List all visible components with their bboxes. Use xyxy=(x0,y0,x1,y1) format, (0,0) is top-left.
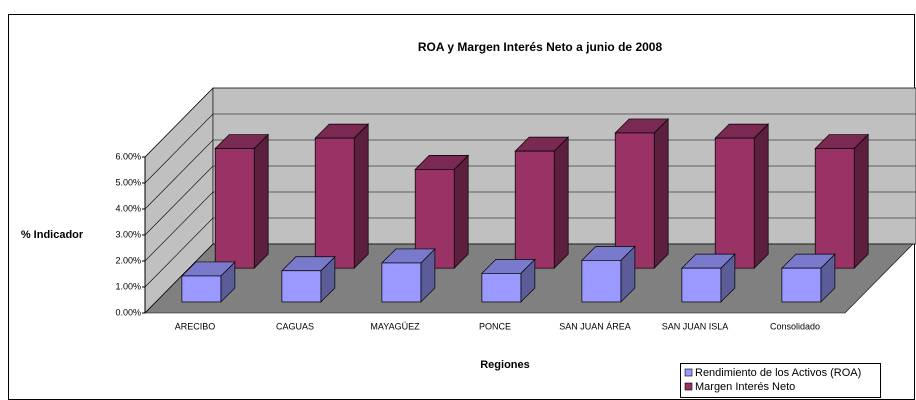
bar xyxy=(214,148,255,269)
grid-line xyxy=(144,165,916,236)
bar xyxy=(381,262,422,303)
legend xyxy=(680,363,881,398)
legend-swatch xyxy=(684,382,693,391)
y-axis-label: % Indicador xyxy=(21,229,84,241)
bar-side xyxy=(853,133,869,269)
grid-line xyxy=(144,113,916,184)
grid-line xyxy=(144,191,916,262)
chart-title: ROA y Margen Interés Neto a junio de 200… xyxy=(418,40,663,54)
bar xyxy=(681,267,722,303)
grid-line xyxy=(144,243,916,314)
bar xyxy=(314,137,355,269)
x-tick-label: SAN JUAN ISLA xyxy=(662,321,729,331)
bar xyxy=(281,270,322,303)
bar-side xyxy=(453,154,469,269)
legend-label: Rendimiento de los Activos (ROA) xyxy=(695,367,861,379)
y-tick-label: 5.00% xyxy=(115,177,141,187)
bar xyxy=(614,132,655,269)
y-tick-label: 4.00% xyxy=(115,203,141,213)
bar xyxy=(181,275,222,303)
bar xyxy=(714,137,755,269)
x-tick-label: PONCE xyxy=(479,321,511,331)
bar-side xyxy=(653,118,669,269)
y-tick-label: 1.00% xyxy=(115,281,141,291)
legend-label: Margen Interés Neto xyxy=(695,381,795,393)
bar xyxy=(481,273,522,303)
grid-line xyxy=(144,139,916,210)
y-tick-label: 6.00% xyxy=(115,151,141,161)
y-tick-label: 2.00% xyxy=(115,255,141,265)
bar xyxy=(781,267,822,303)
bar-side xyxy=(253,133,269,269)
x-tick-label: ARECIBO xyxy=(175,321,216,331)
x-tick-label: MAYAGÜEZ xyxy=(370,321,420,331)
bar xyxy=(814,148,855,269)
bar-side xyxy=(553,136,569,269)
bar-side xyxy=(753,123,769,269)
bar xyxy=(514,150,555,269)
x-tick-label: SAN JUAN ÁREA xyxy=(559,321,631,331)
bar-side xyxy=(353,123,369,269)
x-tick-label: CAGUAS xyxy=(276,321,314,331)
x-axis-label: Regiones xyxy=(480,359,530,371)
legend-swatch xyxy=(684,368,693,377)
y-tick-label: 3.00% xyxy=(115,229,141,239)
grid-line xyxy=(144,217,916,288)
grid-line xyxy=(144,87,916,158)
y-tick-label: 0.00% xyxy=(115,307,141,317)
x-tick-label: Consolidado xyxy=(770,321,820,331)
bar xyxy=(581,260,622,303)
